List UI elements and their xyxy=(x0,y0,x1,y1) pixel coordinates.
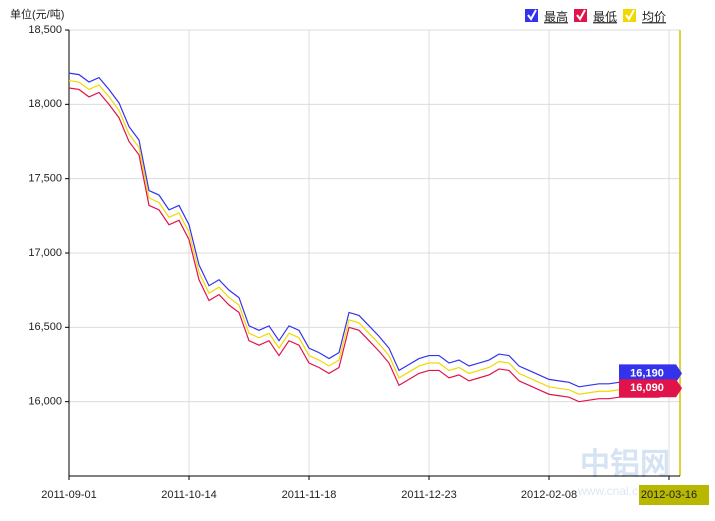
legend-check xyxy=(576,9,586,21)
y-tick-label: 16,500 xyxy=(28,321,62,333)
x-tick-label: 2011-11-18 xyxy=(282,489,337,501)
y-tick-label: 18,500 xyxy=(28,24,62,36)
x-tick-label: 2011-12-23 xyxy=(401,489,456,501)
value-label: 16,190 xyxy=(630,367,664,379)
y-tick-label: 17,500 xyxy=(28,173,62,185)
value-tag xyxy=(619,364,682,383)
x-tick-label: 2011-09-01 xyxy=(41,489,96,501)
y-tick-label: 17,000 xyxy=(28,247,62,259)
legend-label[interactable]: 最低 xyxy=(593,10,617,24)
legend-check xyxy=(625,9,635,21)
legend-check xyxy=(527,9,537,21)
y-tick-label: 16,000 xyxy=(28,396,62,408)
x-tick-label: 2011-10-14 xyxy=(161,489,216,501)
x-tick-label: 2012-03-16 xyxy=(641,489,697,501)
series-line xyxy=(68,87,670,403)
x-label-highlight xyxy=(639,485,709,505)
y-axis-label: 单位(元/吨) xyxy=(10,7,64,21)
x-tick-label: 2012-02-08 xyxy=(521,489,577,501)
series-line xyxy=(68,79,670,395)
series-line xyxy=(68,72,670,388)
value-tag xyxy=(619,379,682,398)
legend-label[interactable]: 均价 xyxy=(642,10,666,24)
y-tick-label: 18,000 xyxy=(28,98,62,110)
watermark: 中铝网 xyxy=(580,448,670,481)
legend-label[interactable]: 最高 xyxy=(544,9,568,24)
value-label: 16,090 xyxy=(630,382,664,394)
watermark-url: www.cnal.com xyxy=(577,484,655,498)
